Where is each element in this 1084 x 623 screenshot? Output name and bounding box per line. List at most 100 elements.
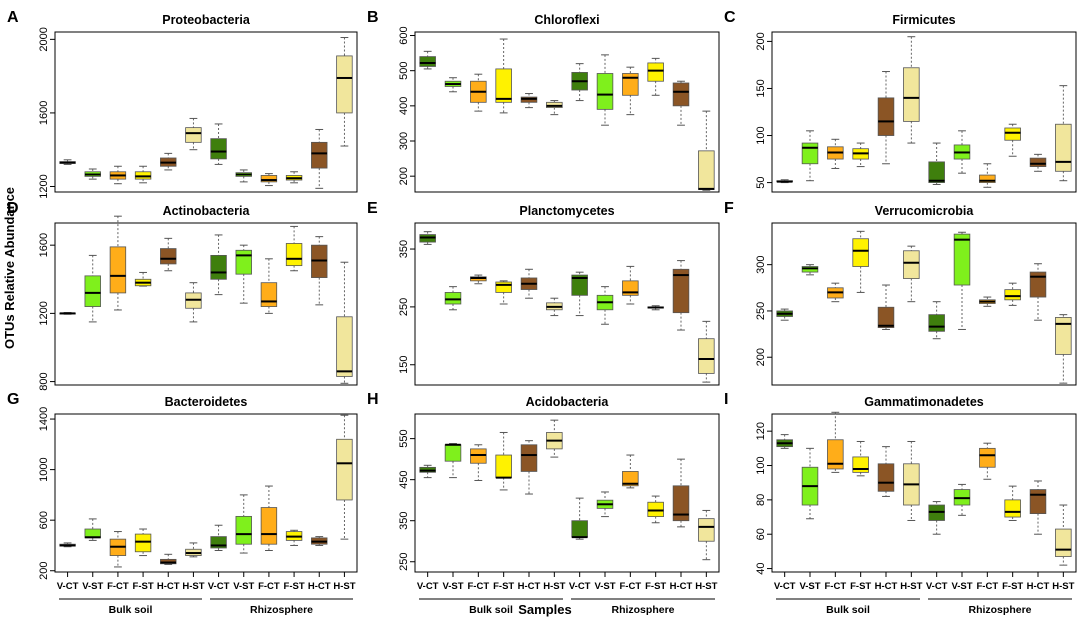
box-f-st-bulk	[495, 280, 512, 305]
box-f-st-rhizo	[285, 225, 303, 272]
box-v-st-rhizo	[235, 169, 252, 183]
box-body	[109, 246, 127, 294]
box-f-st-rhizo	[1004, 282, 1021, 306]
box-h-st-rhizo	[698, 110, 715, 191]
box-v-st-bulk	[801, 447, 819, 520]
y-tick-label: 150	[398, 356, 410, 374]
box-v-ct-rhizo	[928, 301, 945, 340]
y-tick-label: 120	[755, 422, 767, 440]
box-f-st-rhizo	[647, 305, 664, 311]
box-body	[672, 268, 690, 314]
box-h-ct-rhizo	[311, 536, 328, 546]
box-v-st-rhizo	[596, 286, 614, 325]
box-h-ct-rhizo	[311, 236, 328, 306]
y-tick-label: 200	[755, 32, 767, 50]
group-label: Bulk soil	[109, 604, 153, 616]
x-tick-label: F-CT	[468, 581, 490, 592]
box-f-ct-rhizo	[622, 265, 639, 305]
x-tick-label: H-ST	[1052, 581, 1074, 592]
y-axis-title: OTUs Relative Abundance	[2, 187, 17, 349]
box-f-ct-bulk	[470, 73, 487, 112]
box-f-ct-rhizo	[622, 454, 639, 489]
x-axis-title: Samples	[518, 602, 571, 617]
panel-letter: D	[7, 200, 19, 217]
box-body	[801, 142, 819, 165]
x-tick-label: V-CT	[774, 581, 796, 592]
box-f-st-bulk	[134, 528, 152, 557]
x-tick-label: H-CT	[1027, 581, 1050, 592]
panel-firmicutes: C Firmicutes 50 100 150 200	[724, 9, 1077, 193]
y-tick-label: 100	[755, 126, 767, 144]
box-f-ct-bulk	[827, 282, 844, 303]
box-v-ct-bulk	[59, 312, 76, 315]
x-tick-label: V-ST	[799, 581, 820, 592]
panel-planctomycetes: E Planctomycetes 150 250 350	[367, 200, 720, 386]
box-f-st-rhizo	[285, 529, 303, 546]
box-body	[444, 292, 462, 305]
box-v-st-bulk	[801, 264, 819, 276]
x-tick-label: H-ST	[182, 581, 204, 592]
box-body	[928, 314, 945, 332]
x-tick-label: V-ST	[594, 581, 615, 592]
box-body	[1029, 271, 1047, 298]
y-tick-label: 200	[755, 348, 767, 366]
box-h-st-rhizo	[336, 37, 353, 147]
box-body	[903, 250, 920, 279]
y-tick-label: 300	[755, 255, 767, 273]
x-tick-label: F-ST	[1002, 581, 1023, 592]
group-label: Rhizosphere	[611, 604, 674, 616]
box-body	[311, 141, 328, 169]
box-body	[336, 316, 353, 377]
box-h-st-bulk	[903, 440, 920, 521]
box-f-st-bulk	[852, 440, 869, 477]
box-body	[647, 501, 664, 517]
box-f-ct-bulk	[470, 274, 487, 285]
box-body	[185, 127, 202, 143]
y-tick-label: 250	[398, 553, 410, 571]
y-tick-label: 500	[398, 62, 410, 80]
box-v-st-bulk	[444, 443, 462, 479]
box-h-ct-bulk	[160, 152, 177, 171]
box-body	[953, 233, 971, 286]
box-body	[84, 275, 101, 307]
box-f-st-bulk	[852, 142, 869, 168]
box-body	[260, 507, 278, 545]
box-v-st-bulk	[444, 286, 462, 311]
y-tick-label: 80	[755, 494, 767, 506]
y-tick-label: 800	[38, 372, 50, 390]
x-tick-label: H-ST	[333, 581, 355, 592]
box-body	[979, 447, 996, 468]
box-body	[852, 456, 869, 473]
box-body	[877, 306, 895, 329]
box-f-ct-rhizo	[979, 296, 996, 307]
x-tick-label: H-ST	[543, 581, 565, 592]
box-v-st-rhizo	[596, 54, 614, 126]
x-tick-label: V-CT	[417, 581, 439, 592]
plot-frame	[414, 31, 720, 193]
panel-title: Gammatimonadetes	[864, 395, 984, 409]
group-label: Bulk soil	[469, 604, 513, 616]
plot-frame	[54, 31, 358, 193]
box-body	[1055, 528, 1072, 557]
box-h-st-rhizo	[698, 320, 715, 383]
box-body	[1004, 499, 1021, 518]
box-v-st-bulk	[444, 77, 462, 93]
box-v-st-rhizo	[953, 483, 971, 516]
box-v-st-rhizo	[235, 244, 252, 304]
box-h-st-bulk	[546, 297, 563, 317]
box-body	[979, 174, 996, 183]
box-body	[210, 138, 227, 160]
box-h-ct-rhizo	[672, 80, 690, 126]
panel-title: Verrucomicrobia	[875, 204, 975, 218]
box-h-ct-rhizo	[311, 128, 328, 189]
box-v-ct-bulk	[59, 159, 76, 165]
box-h-st-rhizo	[1055, 314, 1072, 384]
panel-actinobacteria: D Actinobacteria 800 1200 1600	[7, 200, 358, 391]
box-f-ct-bulk	[109, 215, 127, 311]
panel-letter: H	[367, 391, 379, 408]
panel-letter: I	[724, 391, 728, 408]
box-body	[852, 238, 869, 267]
box-v-ct-rhizo	[210, 524, 227, 552]
box-body	[1055, 317, 1072, 355]
panel-letter: C	[724, 9, 736, 26]
